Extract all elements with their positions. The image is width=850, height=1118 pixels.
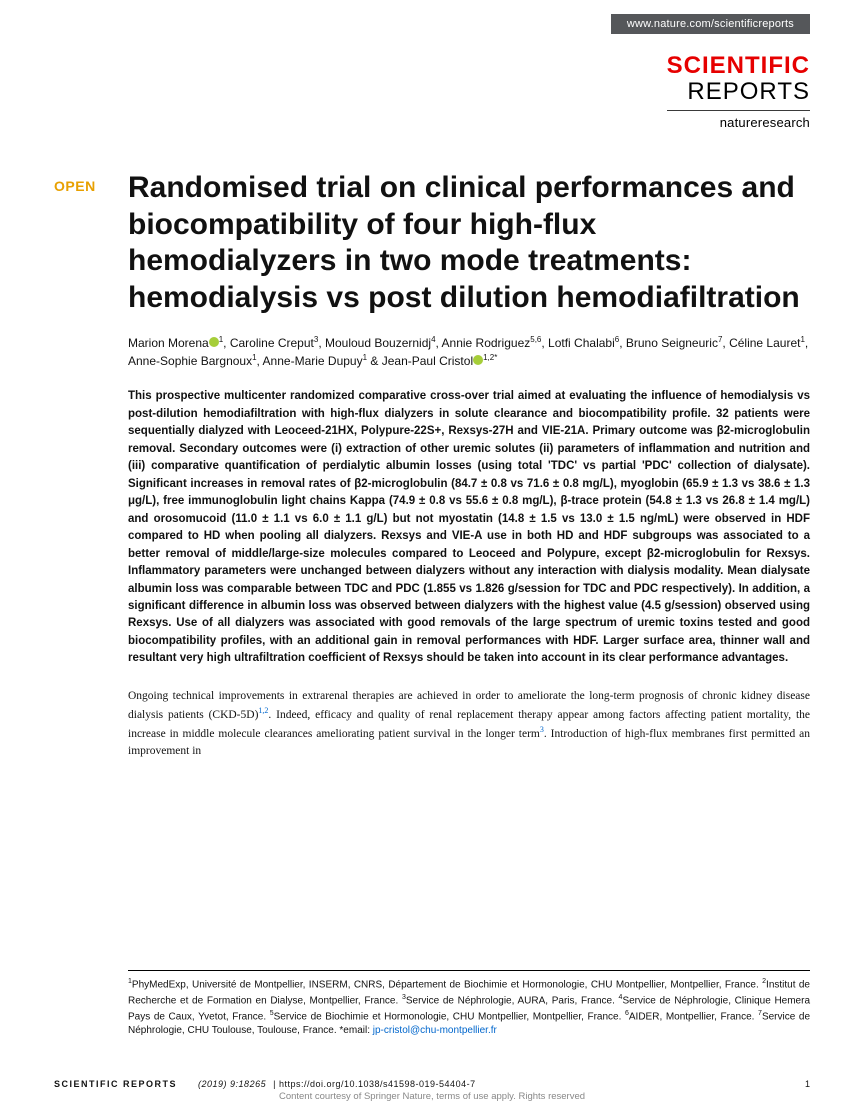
affiliations: 1PhyMedExp, Université de Montpellier, I… bbox=[128, 970, 810, 1039]
abstract: This prospective multicenter randomized … bbox=[128, 388, 810, 668]
author-list: Marion Morena1, Caroline Creput3, Moulou… bbox=[128, 334, 810, 370]
brand-reports: REPORTS bbox=[667, 80, 810, 104]
header-url[interactable]: www.nature.com/scientificreports bbox=[627, 18, 794, 30]
footer-copyright: Content courtesy of Springer Nature, ter… bbox=[54, 1091, 810, 1102]
brand-nature: natureresearch bbox=[667, 110, 810, 130]
page-number: 1 bbox=[805, 1079, 810, 1089]
body-paragraph: Ongoing technical improvements in extrar… bbox=[128, 688, 810, 761]
article-title: Randomised trial on clinical performance… bbox=[128, 170, 810, 316]
footer-doi: | https://doi.org/10.1038/s41598-019-544… bbox=[273, 1079, 475, 1089]
footer-cite: (2019) 9:18265 bbox=[198, 1079, 266, 1089]
footer-brand: SCIENTIFIC REPORTS bbox=[54, 1079, 177, 1089]
page-footer: SCIENTIFIC REPORTS (2019) 9:18265 | http… bbox=[54, 1079, 810, 1102]
article-content: Randomised trial on clinical performance… bbox=[128, 170, 810, 761]
brand-scientific: SCIENTIFIC bbox=[667, 54, 810, 78]
header-url-bar: www.nature.com/scientificreports bbox=[611, 14, 810, 34]
open-access-badge: OPEN bbox=[54, 178, 96, 194]
journal-brand: SCIENTIFIC REPORTS natureresearch bbox=[667, 54, 810, 130]
footer-citation: SCIENTIFIC REPORTS (2019) 9:18265 | http… bbox=[54, 1079, 476, 1089]
